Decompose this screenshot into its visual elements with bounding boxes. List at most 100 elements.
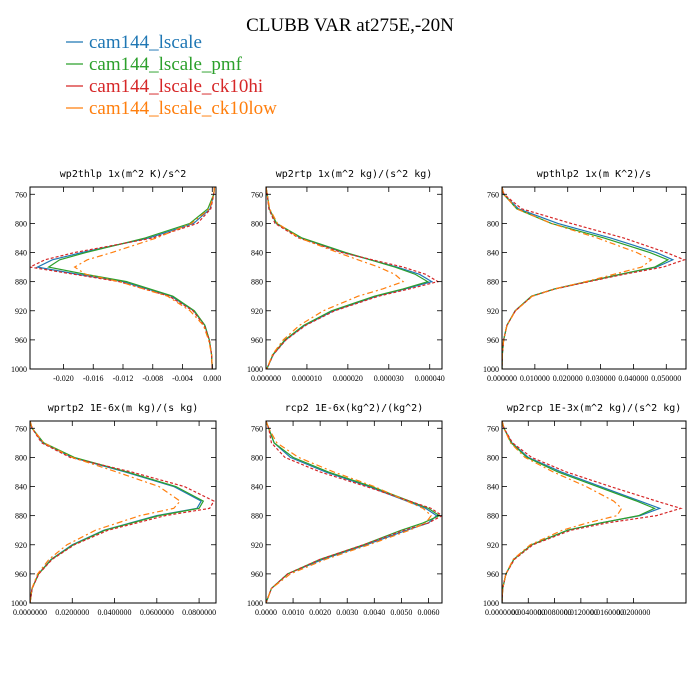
y-tick-label: 760	[251, 424, 263, 433]
x-tick-label: 0.030000	[586, 374, 616, 383]
y-tick-label: 960	[15, 570, 27, 579]
y-tick-label: 840	[15, 483, 27, 492]
panel-title: wp2rcp 1E-3x(m^2 kg)/(s^2 kg)	[507, 403, 682, 414]
y-tick-label: 960	[251, 336, 263, 345]
x-tick-label: 0.010000	[520, 374, 550, 383]
y-tick-label: 920	[15, 541, 27, 550]
panel-title: wp2rtp 1x(m^2 kg)/(s^2 kg)	[276, 169, 433, 180]
series-line-cam144_lscale_ck10low	[30, 421, 181, 603]
series-group	[502, 421, 683, 603]
x-tick-label: 0.040000	[618, 374, 648, 383]
figure-title: CLUBB VAR at275E,-20N	[246, 15, 454, 36]
x-tick-label: 0.000040	[415, 374, 445, 383]
series-group	[30, 187, 216, 369]
x-tick-label: 0.0020	[309, 608, 331, 617]
x-tick-label: -0.016	[83, 374, 104, 383]
y-tick-label: 760	[487, 190, 499, 199]
series-line-cam144_lscale_ck10low	[266, 421, 432, 603]
chart-panel-wpthlp2: wpthlp2 1x(m K^2)/s 760 800 840 880 920 960 100…	[483, 169, 687, 383]
y-tick-label: 880	[15, 278, 27, 287]
x-tick-label: -0.008	[142, 374, 163, 383]
series-line-cam144_lscale_ck10low	[502, 187, 653, 369]
y-tick-label: 920	[251, 541, 263, 550]
x-tick-label: 0.050000	[651, 374, 681, 383]
y-tick-label: 1000	[247, 599, 263, 608]
x-tick-label: -0.004	[172, 374, 193, 383]
y-tick-label: 960	[487, 336, 499, 345]
panel-title: wpthlp2 1x(m K^2)/s	[537, 169, 651, 180]
legend-label: cam144_lscale_ck10hi	[89, 76, 263, 97]
y-tick-label: 840	[251, 249, 263, 258]
x-tick-label: 0.0200000	[55, 608, 89, 617]
x-tick-label: 0.000	[203, 374, 221, 383]
y-tick-label: 960	[15, 336, 27, 345]
x-tick-label: 0.0040000	[511, 608, 545, 617]
y-tick-label: 960	[487, 570, 499, 579]
legend: cam144_lscalecam144_lscale_pmfcam144_lsc…	[66, 32, 277, 119]
y-tick-label: 800	[15, 453, 27, 462]
x-tick-label: 0.0600000	[140, 608, 174, 617]
y-tick-label: 1000	[11, 599, 27, 608]
y-tick-label: 1000	[11, 365, 27, 374]
y-tick-label: 760	[251, 190, 263, 199]
y-tick-label: 840	[15, 249, 27, 258]
y-tick-label: 760	[487, 424, 499, 433]
legend-label: cam144_lscale	[89, 32, 202, 53]
x-tick-label: 0.0030	[336, 608, 358, 617]
y-tick-label: 880	[487, 512, 499, 521]
y-tick-label: 920	[487, 541, 499, 550]
legend-item: cam144_lscale	[66, 32, 202, 53]
y-tick-label: 960	[251, 570, 263, 579]
legend-item: cam144_lscale_ck10hi	[66, 76, 263, 97]
y-tick-label: 920	[251, 307, 263, 316]
y-tick-label: 800	[251, 219, 263, 228]
chart-panel-rcp2: rcp2 1E-6x(kg^2)/(kg^2) 760 800 840 880 920 96…	[247, 403, 443, 617]
x-tick-label: 0.0000000	[13, 608, 47, 617]
x-tick-label: 0.0000000	[485, 608, 519, 617]
legend-item: cam144_lscale_pmf	[66, 54, 243, 75]
y-tick-label: 880	[15, 512, 27, 521]
y-tick-label: 800	[251, 453, 263, 462]
y-tick-label: 840	[251, 483, 263, 492]
x-tick-label: -0.012	[113, 374, 134, 383]
x-tick-label: 0.0200000	[616, 608, 650, 617]
x-tick-label: 0.0010	[282, 608, 304, 617]
plot-frame	[265, 420, 443, 604]
series-line-cam144_lscale_ck10low	[73, 187, 216, 369]
x-tick-label: 0.000000	[251, 374, 281, 383]
x-tick-label: 0.0080000	[538, 608, 572, 617]
x-tick-label: 0.0120000	[564, 608, 598, 617]
panel-title: wp2thlp 1x(m^2 K)/s^2	[60, 169, 186, 180]
series-group	[502, 187, 686, 369]
series-group	[30, 421, 215, 603]
chart-panel-wp2rtp: wp2rtp 1x(m^2 kg)/(s^2 kg) 760 800 840 880 92…	[247, 169, 445, 383]
y-tick-label: 840	[487, 483, 499, 492]
x-tick-label: 0.0060	[417, 608, 439, 617]
plot-frame	[501, 420, 687, 604]
x-tick-label: 0.0000	[255, 608, 277, 617]
legend-item: cam144_lscale_ck10low	[66, 98, 277, 119]
x-tick-label: -0.020	[53, 374, 74, 383]
x-tick-label: 0.000010	[292, 374, 322, 383]
legend-label: cam144_lscale_ck10low	[89, 98, 277, 119]
y-tick-label: 880	[251, 512, 263, 521]
x-tick-label: 0.0800000	[182, 608, 216, 617]
chart-panel-wp2rcp: wp2rcp 1E-3x(m^2 kg)/(s^2 kg) 760 800 840 88…	[483, 403, 687, 617]
y-tick-label: 880	[487, 278, 499, 287]
x-tick-label: 0.0160000	[590, 608, 624, 617]
x-tick-label: 0.0050	[390, 608, 412, 617]
series-line-cam144_lscale_ck10hi	[266, 421, 442, 603]
plot-frame	[29, 420, 217, 604]
series-line-cam144_lscale_ck10low	[502, 421, 623, 603]
x-tick-label: 0.0400000	[98, 608, 132, 617]
y-tick-label: 920	[15, 307, 27, 316]
legend-label: cam144_lscale_pmf	[89, 54, 243, 75]
y-tick-label: 760	[15, 424, 27, 433]
x-tick-label: 0.020000	[553, 374, 583, 383]
series-group	[266, 421, 442, 603]
y-tick-label: 800	[15, 219, 27, 228]
y-tick-label: 760	[15, 190, 27, 199]
x-tick-label: 0.0040	[363, 608, 385, 617]
